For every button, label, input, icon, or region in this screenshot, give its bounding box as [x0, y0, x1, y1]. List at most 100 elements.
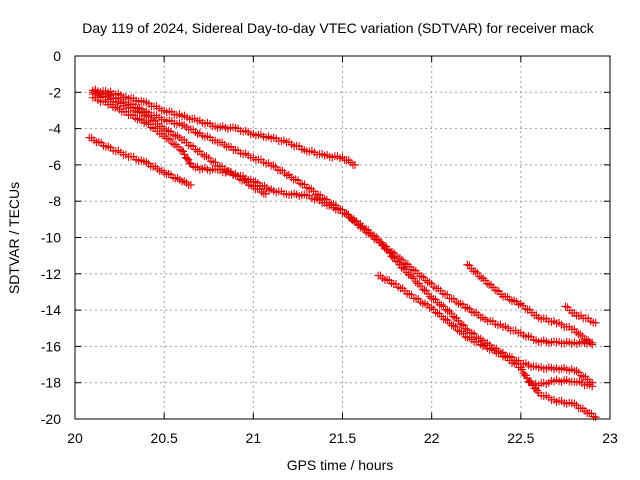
series-track-8	[561, 302, 600, 327]
data-point	[420, 286, 429, 295]
data-point	[407, 265, 416, 274]
data-point	[176, 145, 185, 154]
data-point	[431, 308, 440, 317]
y-axis-ticks: 0 -2 -4 -6 -8 -10 -12 -14 -16 -18 -20	[41, 48, 610, 427]
data-point	[251, 177, 260, 186]
data-point	[479, 274, 488, 283]
data-point	[493, 286, 502, 295]
data-point	[441, 315, 450, 324]
data-point	[421, 276, 430, 285]
data-point	[406, 270, 415, 279]
data-point	[412, 294, 421, 303]
data-point	[193, 129, 202, 138]
data-point	[411, 277, 420, 286]
data-point	[473, 268, 482, 277]
data-point	[439, 302, 448, 311]
data-point	[459, 321, 468, 330]
data-point	[483, 279, 492, 288]
y-tick-label: -14	[41, 302, 61, 318]
data-point	[180, 121, 189, 130]
data-point	[388, 252, 397, 261]
data-point	[409, 274, 418, 283]
data-point	[168, 139, 177, 148]
data-point	[443, 290, 452, 299]
data-point	[588, 382, 597, 391]
x-axis-ticks: 20 20.5 21 21.5 22 22.5 23	[67, 56, 618, 446]
data-point	[531, 384, 540, 393]
data-point	[408, 272, 417, 281]
data-point	[350, 160, 359, 169]
x-tick-label: 21	[246, 430, 262, 446]
y-tick-label: -2	[49, 84, 62, 100]
data-point	[291, 175, 300, 184]
series-track-6	[374, 271, 597, 391]
data-point	[183, 154, 192, 163]
y-tick-label: -10	[41, 230, 61, 246]
data-point	[585, 408, 594, 417]
data-point	[518, 365, 527, 374]
data-point	[417, 272, 426, 281]
data-point	[211, 158, 220, 167]
data-point	[453, 326, 462, 335]
y-axis-label: SDTVAR / TECUs	[6, 182, 22, 294]
data-point	[400, 265, 409, 274]
data-point	[461, 332, 470, 341]
data-point	[240, 176, 249, 185]
data-point	[591, 318, 600, 327]
y-tick-label: -18	[41, 375, 61, 391]
data-point	[180, 150, 189, 159]
data-point	[392, 257, 400, 266]
data-point	[437, 300, 446, 309]
data-point	[591, 413, 600, 422]
data-point	[383, 275, 392, 284]
data-point	[186, 180, 195, 189]
data-point	[173, 131, 182, 140]
series-track-1	[88, 85, 359, 169]
data-point	[487, 344, 496, 353]
data-point	[164, 134, 173, 143]
y-tick-label: -20	[41, 411, 61, 427]
y-tick-label: -12	[41, 266, 61, 282]
data-point	[387, 252, 396, 261]
data-point	[465, 333, 474, 342]
x-tick-label: 20	[67, 430, 83, 446]
data-point	[184, 155, 193, 164]
data-point	[588, 340, 597, 349]
plot-frame	[74, 55, 611, 420]
data-point	[463, 260, 472, 269]
data-point	[379, 240, 388, 249]
data-point	[257, 187, 266, 196]
data-point	[525, 376, 534, 385]
data-point	[461, 324, 470, 333]
data-point	[399, 259, 408, 268]
data-point	[471, 267, 480, 276]
y-tick-label: -8	[49, 193, 62, 209]
data-point	[449, 312, 458, 321]
y-tick-label: -6	[49, 157, 62, 173]
data-point	[527, 377, 536, 386]
data-point	[572, 366, 581, 375]
data-point	[576, 330, 585, 339]
data-point	[425, 278, 434, 287]
data-point	[441, 305, 450, 314]
data-point	[420, 299, 429, 308]
data-point	[202, 152, 211, 161]
data-point	[580, 335, 589, 344]
data-point	[586, 338, 595, 347]
data-point	[572, 328, 581, 337]
data-point	[451, 322, 460, 331]
x-tick-label: 23	[602, 430, 618, 446]
data-point	[475, 272, 484, 281]
data-point	[261, 189, 270, 198]
data-point	[516, 363, 525, 372]
series-track-7	[463, 260, 597, 349]
y-tick-label: -4	[49, 121, 62, 137]
data-point	[427, 303, 436, 312]
data-point	[561, 302, 570, 311]
x-tick-label: 22.5	[507, 430, 534, 446]
data-point	[429, 294, 438, 303]
series-track-5	[85, 133, 195, 190]
y-tick-label: -16	[41, 338, 61, 354]
data-point	[457, 320, 466, 329]
x-axis-label: GPS time / hours	[287, 457, 394, 473]
